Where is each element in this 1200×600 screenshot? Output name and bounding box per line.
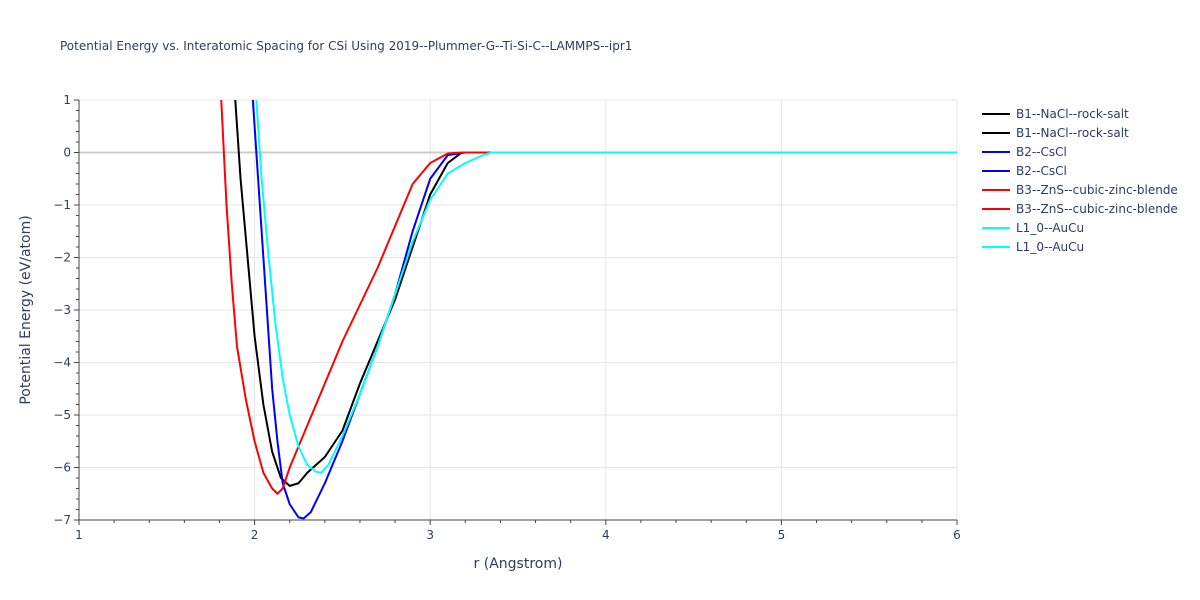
series-line-6 (255, 100, 957, 474)
chart-title: Potential Energy vs. Interatomic Spacing… (60, 39, 632, 53)
legend-label: B3--ZnS--cubic-zinc-blende (1016, 183, 1178, 197)
legend-label: L1_0--AuCu (1016, 221, 1084, 235)
y-tick-label: −5 (53, 408, 71, 422)
legend-item[interactable]: B3--ZnS--cubic-zinc-blende (982, 202, 1178, 216)
series-layer (220, 100, 957, 520)
y-tick-label: −1 (53, 198, 71, 212)
legend-item[interactable]: B2--CsCl (982, 164, 1067, 178)
y-tick-label: −7 (53, 513, 71, 527)
x-tick-label: 6 (953, 528, 961, 542)
legend-item[interactable]: B1--NaCl--rock-salt (982, 126, 1129, 140)
legend-label: B1--NaCl--rock-salt (1016, 126, 1129, 140)
y-tick-label: −4 (53, 356, 71, 370)
x-tick-label: 3 (426, 528, 434, 542)
series-line-0 (234, 100, 957, 487)
legend-item[interactable]: B1--NaCl--rock-salt (982, 107, 1129, 121)
y-tick-label: −3 (53, 303, 71, 317)
legend-label: B2--CsCl (1016, 164, 1067, 178)
legend-label: B1--NaCl--rock-salt (1016, 107, 1129, 121)
legend-item[interactable]: L1_0--AuCu (982, 240, 1084, 254)
y-tick-label: −6 (53, 461, 71, 475)
y-tick-label: −2 (53, 251, 71, 265)
legend-item[interactable]: B2--CsCl (982, 145, 1067, 159)
legend-item[interactable]: L1_0--AuCu (982, 221, 1084, 235)
axis-layer: 1 2 3 4 5 6 1 0 −1 −2 −3 −4 −5 −6 −7 (53, 93, 961, 542)
legend-item[interactable]: B3--ZnS--cubic-zinc-blende (982, 183, 1178, 197)
legend[interactable]: B1--NaCl--rock-salt B1--NaCl--rock-salt B2… (982, 107, 1178, 254)
legend-label: B2--CsCl (1016, 145, 1067, 159)
x-tick-label: 2 (251, 528, 259, 542)
y-tick-label: 0 (63, 146, 71, 160)
legend-label: B3--ZnS--cubic-zinc-blende (1016, 202, 1178, 216)
x-axis-title: r (Angstrom) (474, 556, 563, 572)
legend-label: L1_0--AuCu (1016, 240, 1084, 254)
x-tick-label: 4 (602, 528, 610, 542)
x-tick-label: 1 (75, 528, 83, 542)
series-line-4 (220, 100, 957, 495)
plot-area (220, 100, 957, 520)
x-tick-label: 5 (778, 528, 786, 542)
series-line-2 (251, 100, 957, 520)
y-tick-label: 1 (63, 93, 71, 107)
y-axis-title: Potential Energy (eV/atom) (18, 215, 34, 404)
